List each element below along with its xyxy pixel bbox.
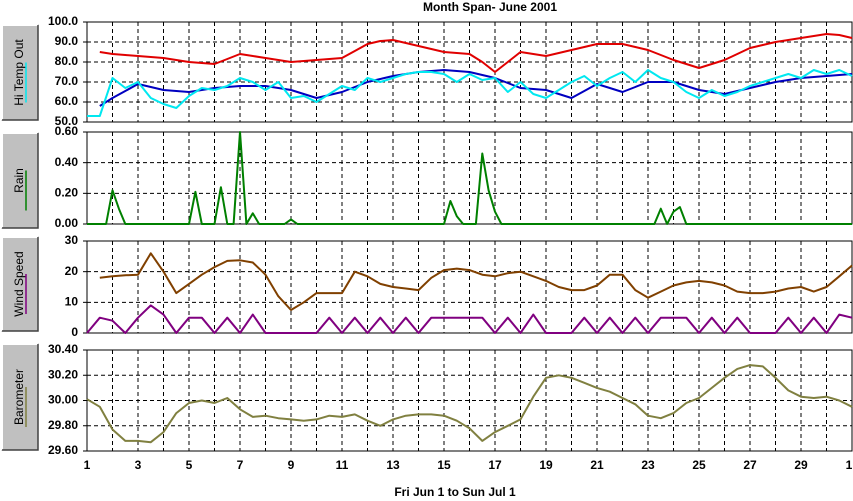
- y-axis-label: Rain: [12, 168, 26, 193]
- y-tick-label: 0.00: [55, 216, 79, 230]
- chart-title: Month Span- June 2001: [423, 0, 557, 14]
- y-tick-label: 29.80: [48, 418, 78, 432]
- button-shadow: [2, 25, 39, 121]
- y-tick-label: 90.0: [55, 34, 79, 48]
- y-tick-label: 10: [65, 295, 79, 309]
- y-axis-label: Barometer: [12, 369, 26, 425]
- series-line: [86, 304, 853, 334]
- y-tick-label: 0.20: [55, 186, 79, 200]
- x-tick-label: 7: [237, 458, 244, 472]
- y-tick-label: 29.60: [48, 443, 78, 457]
- x-tick-label: 1: [84, 458, 91, 472]
- x-tick-label: 9: [288, 458, 295, 472]
- button-shadow: [2, 237, 39, 332]
- button-shadow: [2, 344, 39, 451]
- button-shadow: [2, 133, 39, 229]
- y-tick-label: 70.0: [55, 74, 79, 88]
- x-tick-label: 25: [692, 458, 706, 472]
- x-tick-label: 29: [794, 458, 808, 472]
- y-tick-label: 30: [65, 233, 79, 247]
- y-tick-label: 50.0: [55, 114, 79, 128]
- x-tick-label: 11: [336, 458, 349, 472]
- series-line: [87, 69, 853, 117]
- x-tick-label: 5: [186, 458, 193, 472]
- y-tick-label: 0.40: [55, 155, 79, 169]
- y-tick-label: 30.20: [48, 367, 78, 381]
- panel-button: [1, 24, 39, 121]
- series-line: [87, 131, 852, 225]
- x-tick-label: 23: [641, 458, 655, 472]
- x-axis-label: Fri Jun 1 to Sun Jul 1: [394, 485, 516, 499]
- x-tick-label: 1: [846, 458, 853, 472]
- button-bevel: [1, 343, 38, 450]
- x-tick-label: 3: [135, 458, 142, 472]
- series-line: [99, 252, 853, 311]
- y-tick-label: 0: [71, 325, 78, 339]
- y-tick-label: 60.0: [55, 94, 79, 108]
- y-tick-label: 30.00: [48, 393, 78, 407]
- y-axis-label: Wind Speed: [12, 251, 26, 316]
- x-tick-label: 27: [743, 458, 757, 472]
- y-tick-label: 30.40: [48, 342, 78, 356]
- panel-button: [1, 236, 39, 332]
- series-line: [86, 364, 853, 444]
- x-tick-label: 17: [488, 458, 502, 472]
- y-tick-label: 20: [65, 264, 79, 278]
- y-tick-label: 0.60: [55, 124, 79, 138]
- x-tick-label: 15: [437, 458, 451, 472]
- y-tick-label: 80.0: [55, 54, 79, 68]
- x-tick-label: 21: [590, 458, 604, 472]
- button-bevel: [1, 24, 38, 120]
- series-line: [99, 33, 853, 73]
- button-bevel: [1, 236, 38, 331]
- button-bevel: [1, 132, 38, 228]
- x-tick-label: 19: [539, 458, 553, 472]
- y-tick-label: 100.0: [48, 14, 78, 28]
- x-tick-label: 13: [386, 458, 400, 472]
- y-axis-label: Hi Temp Out: [12, 39, 26, 106]
